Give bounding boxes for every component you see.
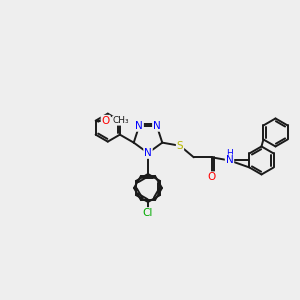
Text: O: O	[101, 116, 110, 126]
Text: N: N	[135, 121, 143, 131]
Text: Cl: Cl	[143, 208, 153, 218]
Text: N: N	[226, 155, 233, 166]
Text: N: N	[153, 121, 161, 131]
Text: O: O	[208, 172, 216, 182]
Text: S: S	[177, 141, 183, 151]
Text: N: N	[144, 148, 152, 158]
Text: H: H	[226, 149, 233, 158]
Text: CH₃: CH₃	[112, 116, 129, 125]
